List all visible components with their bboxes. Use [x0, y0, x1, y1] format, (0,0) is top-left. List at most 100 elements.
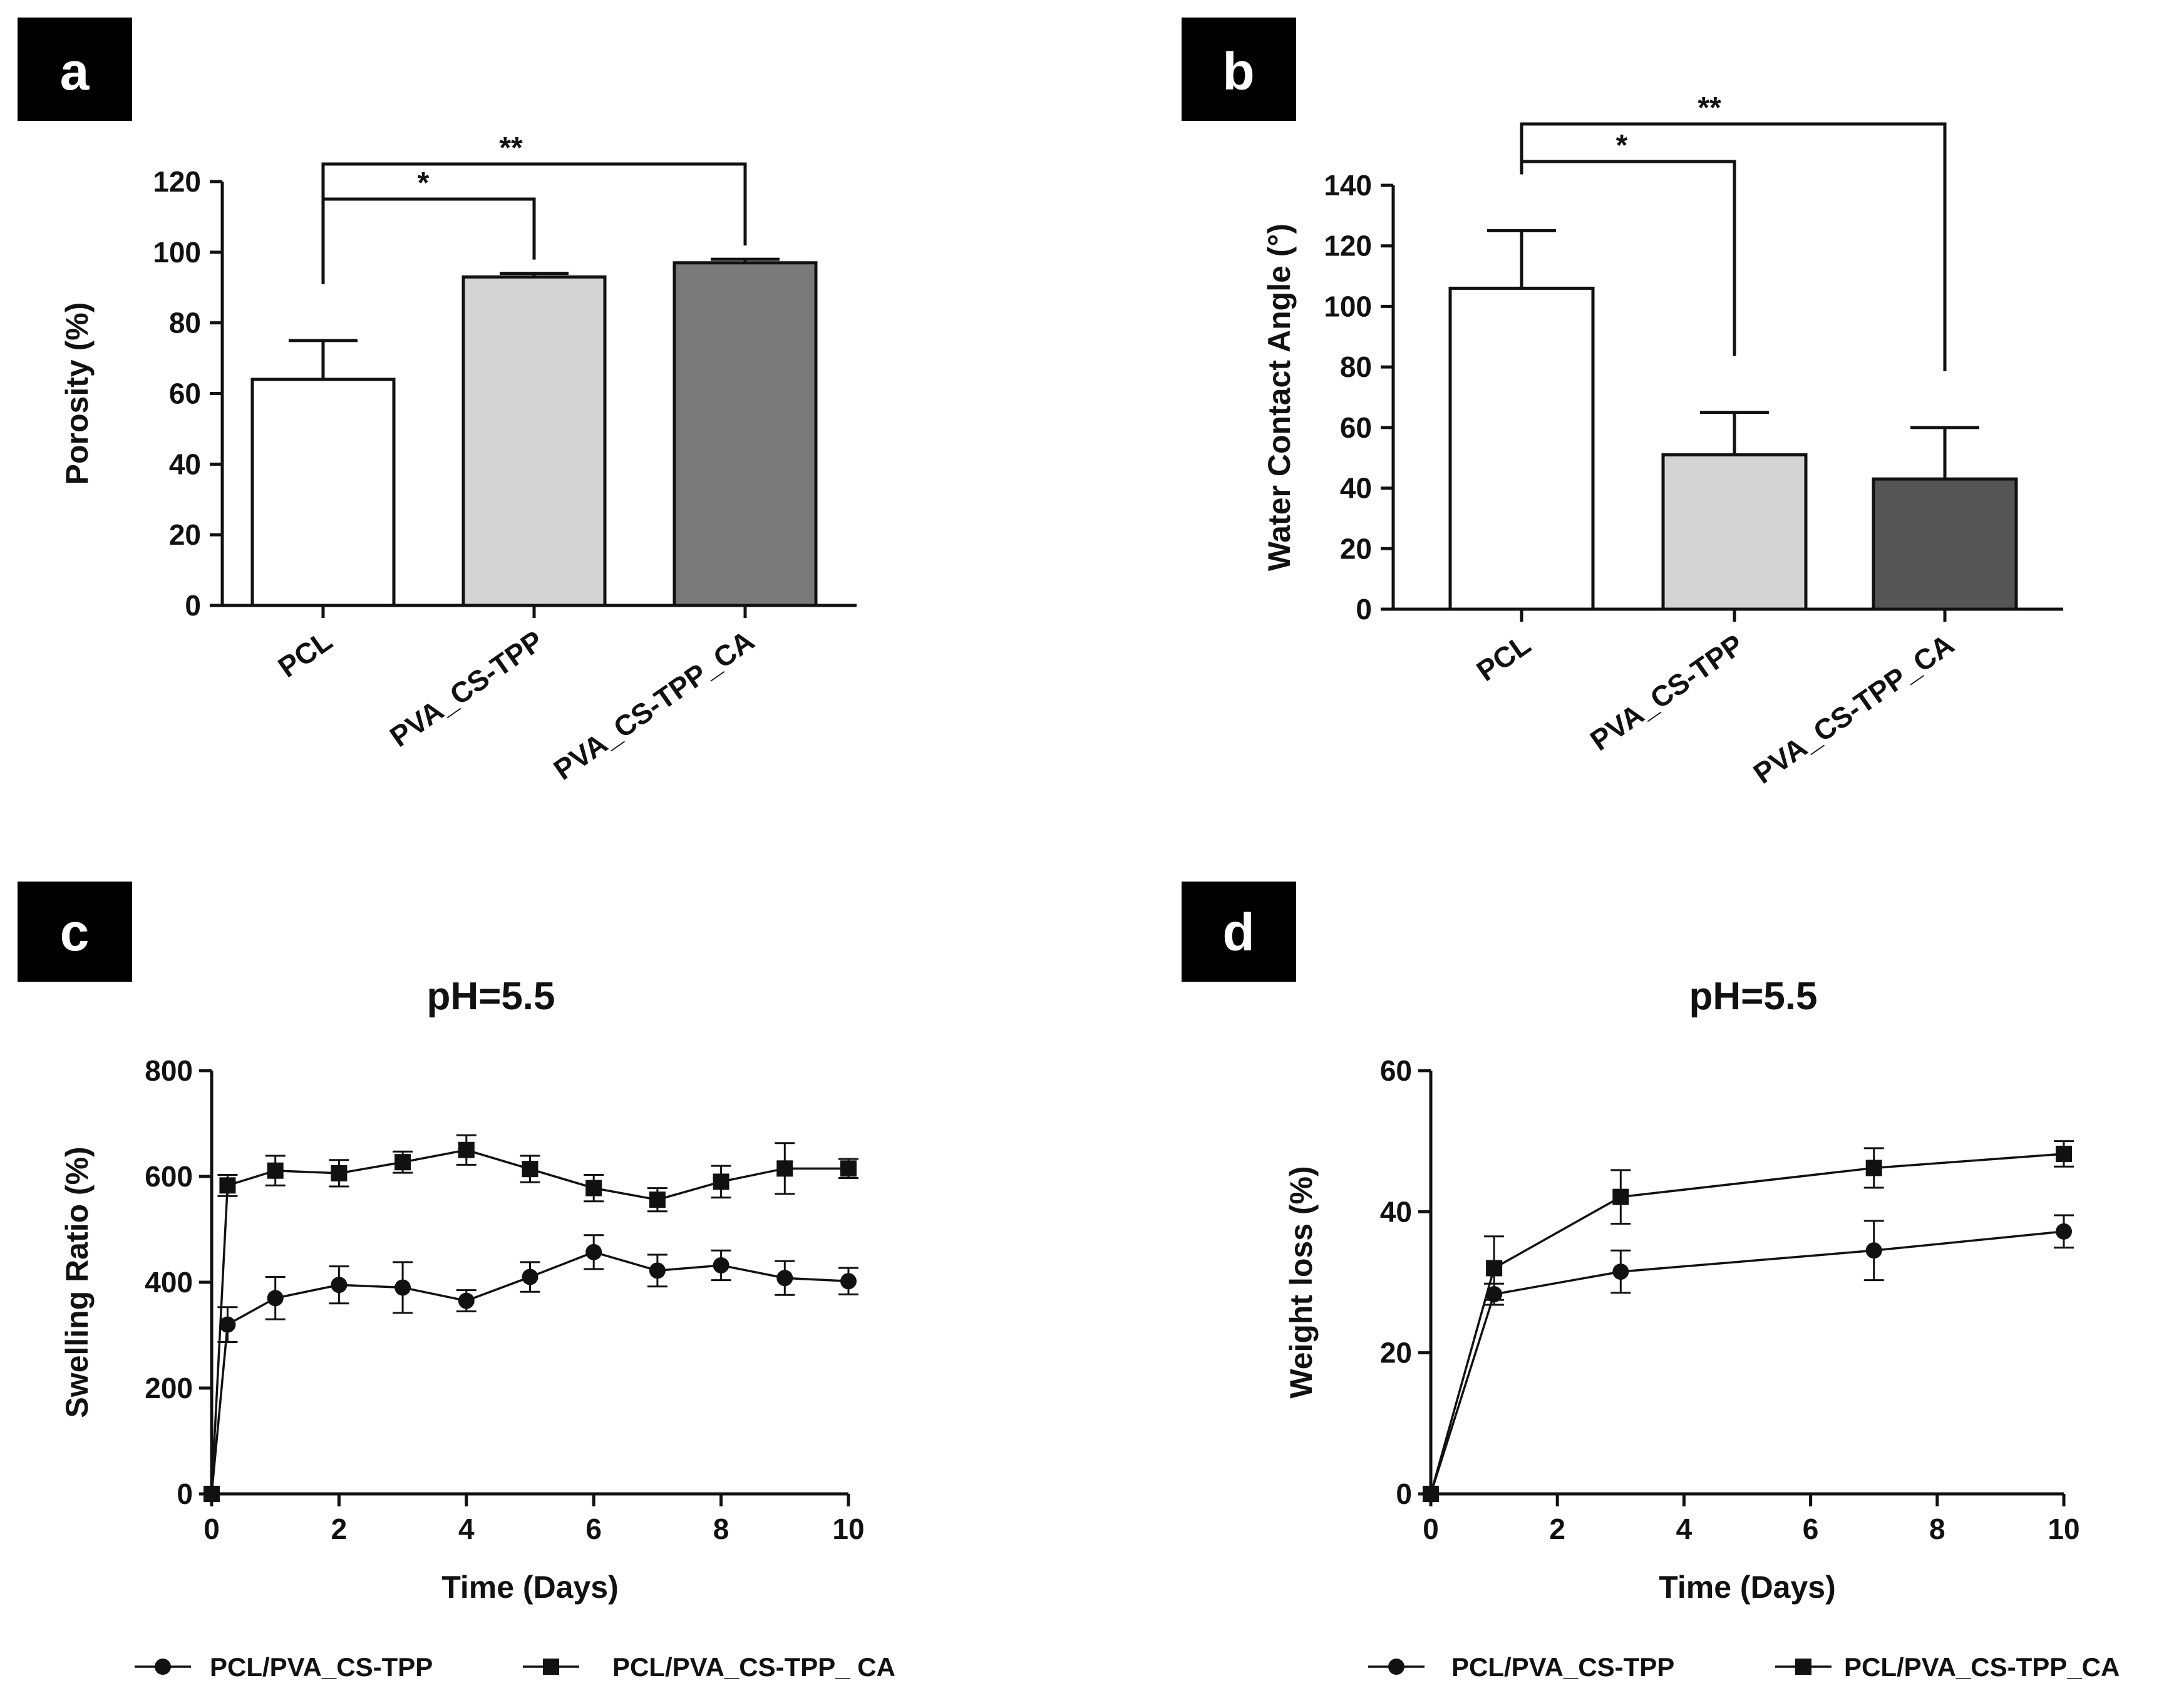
data-point	[585, 1243, 602, 1260]
panel-b-label: b	[1222, 42, 1254, 101]
data-point	[1486, 1260, 1503, 1277]
y-tick-label: 40	[1380, 1195, 1412, 1228]
chart-b-contact-angle: 0 20 40 60 80 100 120 140 Water Contact Angle (°…	[1262, 91, 2063, 790]
data-point	[2056, 1223, 2072, 1240]
data-point	[204, 1486, 220, 1502]
data-point	[267, 1162, 284, 1179]
legend-entry-1: PCL/PVA_CS-TPP	[1368, 1652, 1674, 1682]
panel-b-badge: b	[1182, 18, 1296, 121]
data-point	[713, 1257, 729, 1273]
data-point	[713, 1173, 729, 1190]
panel-d-label: d	[1222, 903, 1254, 962]
chart-c-swelling: 0 200 400 600 800 0 2 4 6 8 10 Time (Days) Swelling …	[59, 1054, 895, 1682]
category-label: PVA_CS-TPP	[1584, 628, 1749, 757]
data-point	[267, 1290, 284, 1307]
legend-label: PCL/PVA_CS-TPP	[210, 1652, 433, 1682]
series-line	[210, 1250, 849, 1494]
panel-c-title: pH=5.5	[426, 975, 555, 1018]
y-tick-label: 80	[1340, 351, 1372, 383]
y-tick-label: 200	[145, 1372, 193, 1404]
significance-label: **	[1698, 91, 1721, 125]
y-tick-label: 120	[1324, 230, 1372, 262]
x-tick-label: 8	[713, 1513, 729, 1545]
series-1	[204, 1234, 858, 1502]
data-point	[458, 1292, 475, 1309]
series-1	[1423, 1214, 2074, 1502]
y-axis-title: Swelling Ratio (%)	[59, 1146, 95, 1417]
x-tick-label: 2	[331, 1513, 348, 1545]
x-tick-label: 4	[458, 1513, 475, 1545]
category-label: PVA_CS-TPP_CA	[548, 624, 760, 786]
legend-entry-2: PCL/PVA_CS-TPP_CA	[1775, 1652, 2120, 1682]
y-tick-label: 0	[1356, 593, 1372, 625]
legend-label: PCL/PVA_CS-TPP_CA	[1844, 1652, 2120, 1682]
panel-a-badge: a	[18, 18, 132, 121]
category-label: PCL	[1471, 628, 1537, 687]
data-point	[458, 1141, 475, 1158]
bar	[1661, 453, 1808, 611]
data-point	[394, 1154, 411, 1171]
panel-d-title: pH=5.5	[1689, 975, 1817, 1018]
data-point	[219, 1177, 236, 1194]
data-point	[1865, 1242, 1882, 1259]
y-axis-title: Porosity (%)	[59, 302, 95, 485]
y-tick-label: 400	[145, 1266, 193, 1299]
y-tick-label: 60	[1380, 1054, 1412, 1087]
legend-entry-1: PCL/PVA_CS-TPP	[135, 1652, 433, 1682]
legend-marker	[1795, 1659, 1811, 1675]
bar	[461, 275, 607, 607]
bar	[1448, 286, 1595, 611]
significance-label: *	[418, 167, 430, 200]
y-tick-label: 40	[169, 448, 201, 480]
significance-bracket	[1520, 122, 1947, 371]
chart-a-porosity: 0 20 40 60 80 100 120 Porosity (%) PCL PVA_CS-TPP…	[59, 131, 857, 786]
series-2	[1423, 1140, 2074, 1502]
bar	[250, 378, 396, 607]
data-point	[1612, 1263, 1629, 1280]
data-point	[1423, 1486, 1439, 1502]
y-tick-label: 140	[1324, 169, 1372, 202]
significance-bracket	[321, 197, 536, 284]
y-tick-label: 100	[1324, 290, 1372, 322]
x-tick-label: 0	[204, 1513, 220, 1545]
chart-d-weight-loss: 0 20 40 60 0 2 4 6 8 10 Time (Days) Weight loss (%)…	[1284, 1054, 2120, 1682]
panel-d-badge: d	[1182, 882, 1296, 982]
series-line	[1430, 1153, 2064, 1494]
significance-label: *	[1616, 129, 1628, 162]
data-point	[840, 1273, 857, 1290]
data-point	[840, 1160, 857, 1177]
data-point	[522, 1161, 538, 1178]
data-point	[331, 1165, 348, 1181]
legend-label: PCL/PVA_CS-TPP_ CA	[612, 1652, 895, 1682]
panel-c-badge: c	[18, 882, 132, 982]
data-point	[776, 1160, 793, 1177]
data-point	[585, 1180, 602, 1196]
category-label: PVA_CS-TPP_CA	[1748, 628, 1960, 790]
y-tick-label: 800	[145, 1054, 193, 1087]
y-tick-label: 40	[1340, 472, 1372, 505]
data-point	[649, 1191, 666, 1208]
y-axis-title: Water Contact Angle (°)	[1262, 224, 1297, 571]
x-axis-title: Time (Days)	[441, 1570, 619, 1605]
series-line	[210, 1148, 848, 1494]
x-tick-label: 4	[1676, 1513, 1693, 1545]
series-line	[1430, 1230, 2064, 1494]
x-tick-label: 2	[1549, 1513, 1565, 1545]
legend-label: PCL/PVA_CS-TPP	[1451, 1652, 1674, 1682]
x-tick-label: 6	[585, 1513, 602, 1545]
y-tick-label: 80	[169, 307, 201, 339]
data-point	[219, 1316, 236, 1333]
x-tick-label: 10	[832, 1513, 864, 1545]
legend-marker	[1388, 1659, 1404, 1675]
y-axis-title: Weight loss (%)	[1284, 1166, 1319, 1398]
series-2	[204, 1134, 858, 1502]
significance-bracket	[321, 162, 747, 284]
y-tick-label: 20	[169, 518, 201, 551]
y-tick-label: 120	[153, 165, 201, 198]
x-tick-label: 8	[1929, 1513, 1945, 1545]
panel-c-label: c	[60, 903, 90, 962]
legend-marker	[155, 1659, 171, 1675]
x-axis-title: Time (Days)	[1659, 1570, 1836, 1605]
data-point	[1865, 1160, 1882, 1176]
